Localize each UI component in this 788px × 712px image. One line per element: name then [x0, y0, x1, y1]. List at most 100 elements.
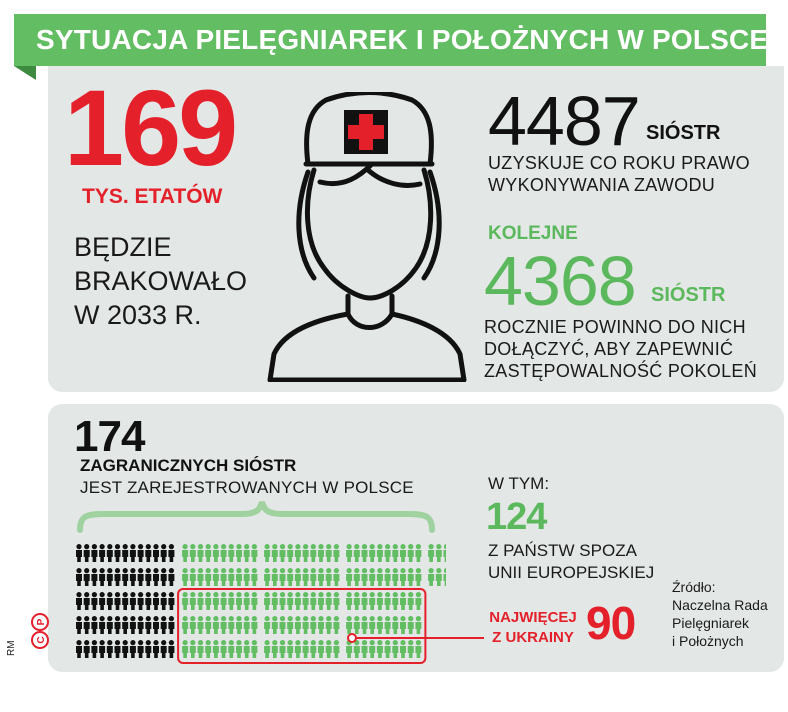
- person-figure-icon: [264, 568, 271, 586]
- person-figure-icon: [325, 616, 332, 634]
- person-figure-icon: [153, 640, 159, 658]
- person-figure-icon: [325, 568, 332, 586]
- person-figure-icon: [415, 544, 422, 562]
- person-figure-icon: [236, 568, 242, 586]
- person-figure-icon: [212, 616, 219, 634]
- person-figure-icon: [243, 592, 250, 610]
- person-figure-icon: [310, 640, 317, 658]
- person-figure-icon: [99, 544, 106, 562]
- person-figure-icon: [353, 544, 360, 562]
- non-eu-desc-line: UNII EUROPEJSKIEJ: [488, 563, 655, 582]
- person-figure-icon: [243, 640, 250, 658]
- person-figure-icon: [91, 544, 98, 562]
- person-figure-icon: [333, 640, 340, 658]
- person-figure-icon: [392, 616, 399, 634]
- banner-fold: [14, 66, 36, 80]
- person-figure-icon: [271, 592, 278, 610]
- yearly-number: 4487: [488, 82, 641, 160]
- person-figure-icon: [91, 616, 98, 634]
- person-figure-icon: [205, 616, 212, 634]
- person-figure-icon: [106, 616, 113, 634]
- person-figure-icon: [205, 592, 212, 610]
- person-figure-icon: [91, 592, 98, 610]
- person-figure-icon: [318, 616, 324, 634]
- person-figure-icon: [407, 640, 414, 658]
- person-figure-icon: [182, 568, 189, 586]
- person-figure-icon: [333, 592, 340, 610]
- svg-text:P: P: [36, 618, 47, 625]
- person-figure-icon: [189, 616, 196, 634]
- person-figure-icon: [205, 544, 212, 562]
- person-figure-icon: [251, 544, 258, 562]
- person-figure-icon: [384, 592, 391, 610]
- person-figure-icon: [369, 616, 376, 634]
- person-figure-icon: [228, 592, 235, 610]
- person-figure-icon: [407, 568, 414, 586]
- person-figure-icon: [228, 544, 235, 562]
- person-figure-icon: [212, 568, 219, 586]
- person-figure-icon: [189, 640, 196, 658]
- person-figure-icon: [294, 568, 301, 586]
- person-figure-icon: [106, 544, 113, 562]
- person-figure-icon: [160, 568, 167, 586]
- person-figure-icon: [145, 544, 152, 562]
- person-figure-icon: [106, 640, 113, 658]
- needed-desc-line: DOŁĄCZYĆ, ABY ZAPEWNIĆ: [484, 339, 734, 359]
- person-figure-icon: [318, 592, 324, 610]
- source-note: Źródło: Naczelna Rada Pielęgniarek i Poł…: [672, 578, 768, 650]
- person-figure-icon: [212, 544, 219, 562]
- person-figure-icon: [361, 616, 368, 634]
- person-figure-icon: [168, 592, 175, 610]
- person-figure-icon: [271, 616, 278, 634]
- person-figure-icon: [399, 640, 406, 658]
- person-figure-icon: [392, 592, 399, 610]
- person-figure-icon: [271, 640, 278, 658]
- person-figure-icon: [399, 544, 406, 562]
- person-figure-icon: [129, 640, 136, 658]
- person-figure-icon: [279, 592, 286, 610]
- person-figure-icon: [114, 616, 121, 634]
- person-figure-icon: [376, 640, 383, 658]
- person-figure-icon: [302, 568, 309, 586]
- person-figure-icon: [376, 568, 383, 586]
- person-figure-icon: [302, 640, 309, 658]
- yearly-description: UZYSKUJE CO ROKU PRAWO WYKONYWANIA ZAWOD…: [488, 152, 750, 196]
- person-figure-icon: [153, 544, 159, 562]
- person-figure-icon: [407, 616, 414, 634]
- person-figure-icon: [287, 616, 294, 634]
- person-figure-icon: [236, 592, 242, 610]
- person-figure-icon: [212, 640, 219, 658]
- person-figure-icon: [76, 640, 82, 658]
- ukraine-label-line: Z UKRAINY: [492, 629, 574, 646]
- source-line: i Położnych: [672, 633, 744, 649]
- person-figure-icon: [168, 544, 175, 562]
- needed-description: ROCZNIE POWINNO DO NICH DOŁĄCZYĆ, ABY ZA…: [484, 316, 757, 382]
- person-figure-icon: [145, 640, 152, 658]
- person-figure-icon: [251, 616, 258, 634]
- person-figure-icon: [228, 616, 235, 634]
- person-figure-icon: [271, 544, 278, 562]
- person-figure-icon: [407, 592, 414, 610]
- person-figure-icon: [122, 592, 129, 610]
- ukraine-number: 90: [586, 597, 636, 649]
- person-figure-icon: [228, 568, 235, 586]
- person-figure-icon: [114, 544, 121, 562]
- person-figure-icon: [369, 592, 376, 610]
- foreign-label: ZAGRANICZNYCH SIÓSTR: [80, 456, 297, 475]
- person-figure-icon: [137, 592, 144, 610]
- person-figure-icon: [145, 616, 152, 634]
- person-figure-icon: [122, 616, 129, 634]
- person-figure-icon: [361, 640, 368, 658]
- person-figure-icon: [302, 544, 309, 562]
- person-figure-icon: [302, 592, 309, 610]
- person-figure-icon: [220, 544, 227, 562]
- yearly-unit: SIÓSTR: [646, 122, 721, 144]
- person-figure-icon: [160, 616, 167, 634]
- person-figure-icon: [302, 616, 309, 634]
- person-figure-icon: [83, 568, 90, 586]
- person-figure-icon: [212, 592, 219, 610]
- person-figure-icon: [407, 544, 414, 562]
- person-figure-icon: [76, 568, 82, 586]
- shortage-description: BĘDZIE BRAKOWAŁO W 2033 R.: [74, 230, 247, 332]
- person-figure-icon: [106, 568, 113, 586]
